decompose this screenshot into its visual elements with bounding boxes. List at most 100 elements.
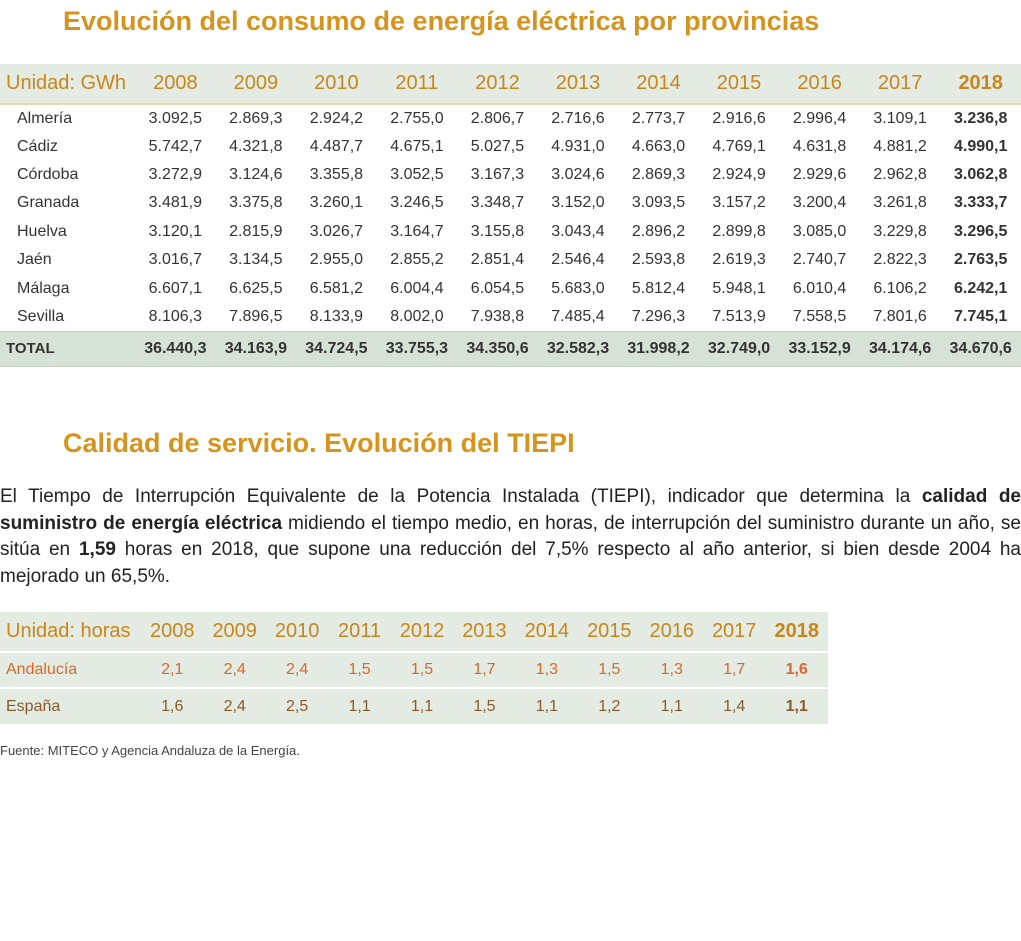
table-cell: 3.260,1 xyxy=(309,194,364,212)
table-row-almeria: Almería 3.092,5 2.869,3 2.924,2 2.755,0 2.806… xyxy=(0,104,1021,132)
table-cell: 6.242,1 xyxy=(953,279,1008,297)
tiepi-year-header: 2015 xyxy=(587,620,632,642)
table-cell: 36.440,3 xyxy=(144,339,207,357)
consumo-year-header: 2013 xyxy=(555,72,601,94)
table-cell: 2.593,8 xyxy=(631,251,686,269)
table-cell: 3.167,3 xyxy=(470,165,525,183)
consumo-year-header: 2008 xyxy=(153,72,198,94)
table-row-espana: España 1,6 2,4 2,5 1,1 1,1 1,5 1,1 1,2 1,1 1,4 1,1 xyxy=(0,688,828,724)
table-cell: 2.996,4 xyxy=(792,109,847,127)
consumo-table: Unidad: GWh 2008 2009 2010 2011 2012 201… xyxy=(0,64,1021,367)
table-cell: 3.481,9 xyxy=(148,194,203,212)
table-cell: 2.929,6 xyxy=(792,165,847,183)
table-cell: 7.896,5 xyxy=(229,307,283,325)
table-cell: 33.152,9 xyxy=(788,339,851,357)
consumo-year-header: 2017 xyxy=(877,72,923,94)
table-cell: 7.558,5 xyxy=(792,307,847,325)
table-cell: 7.296,3 xyxy=(631,307,686,325)
table-cell: 6.106,2 xyxy=(873,279,927,297)
table-cell: 7.745,1 xyxy=(953,307,1008,325)
consumo-title: Evolución del consumo de energía eléctri… xyxy=(63,6,820,36)
table-cell: 2.869,3 xyxy=(229,109,283,127)
table-cell: 5.027,5 xyxy=(470,137,525,155)
table-cell: 34.174,6 xyxy=(868,339,932,357)
table-cell: 1,1 xyxy=(410,697,434,715)
table-cell: 3.134,5 xyxy=(229,251,283,269)
table-cell: 3.155,8 xyxy=(470,222,525,240)
table-cell: 1,7 xyxy=(473,661,496,678)
consumo-year-header: 2016 xyxy=(797,72,842,94)
table-cell: 32.582,3 xyxy=(546,339,610,357)
consumo-year-header: 2011 xyxy=(395,72,439,94)
tiepi-year-header: 2014 xyxy=(524,620,570,642)
table-cell: 1,6 xyxy=(161,697,184,715)
consumo-year-header: 2009 xyxy=(233,72,279,94)
table-cell: 1,3 xyxy=(535,661,558,678)
table-cell: 2,1 xyxy=(161,661,184,678)
row-label: Jaén xyxy=(17,251,52,269)
table-cell: 3.043,4 xyxy=(551,222,605,240)
table-cell: 7.938,8 xyxy=(470,307,525,325)
consumo-body: Almería 3.092,5 2.869,3 2.924,2 2.755,0 2.806… xyxy=(0,104,1021,367)
row-label: España xyxy=(6,697,61,715)
consumo-unit-label: Unidad: GWh xyxy=(6,72,127,94)
table-cell: 5.742,7 xyxy=(148,137,203,155)
tiepi-unit-label: Unidad: horas xyxy=(6,620,131,642)
table-cell: 34.163,9 xyxy=(224,339,287,357)
tiepi-year-header: 2016 xyxy=(649,620,695,642)
table-cell: 3.024,6 xyxy=(551,165,605,183)
consumo-year-header: 2010 xyxy=(314,72,359,94)
table-cell: 2.916,6 xyxy=(712,109,766,127)
consumo-header-row: Unidad: GWh 2008 2009 2010 2011 2012 201… xyxy=(0,64,1021,104)
consumo-year-header: 2018 xyxy=(958,72,1003,94)
table-cell: 2.962,8 xyxy=(873,165,927,183)
table-row-sevilla: Sevilla 8.106,3 7.896,5 8.133,9 8.002,0 7.938… xyxy=(0,303,1021,331)
table-cell: 1,4 xyxy=(723,697,746,715)
row-label: Sevilla xyxy=(17,307,65,325)
table-cell: 3.062,8 xyxy=(953,165,1008,183)
tiepi-year-header: 2010 xyxy=(274,620,320,642)
table-cell: 4.990,1 xyxy=(953,137,1008,155)
table-cell: 2,4 xyxy=(286,661,309,678)
table-cell: 2.716,6 xyxy=(551,109,605,127)
table-cell: 6.054,5 xyxy=(470,279,525,297)
table-cell: 2.755,0 xyxy=(390,109,444,127)
table-cell: 4.663,0 xyxy=(631,137,686,155)
table-cell: 2.899,8 xyxy=(712,222,766,240)
table-cell: 6.004,4 xyxy=(390,279,444,297)
total-row: TOTAL 36.440,3 34.163,9 34.724,5 33.755,3 34.… xyxy=(0,331,1021,367)
table-cell: 3.200,4 xyxy=(792,194,847,212)
tiepi-year-header: 2011 xyxy=(338,620,382,642)
table-cell: 7.485,4 xyxy=(551,307,605,325)
paragraph-text: midiendo el tiempo medio, en horas, de i… xyxy=(0,512,1021,561)
table-cell: 3.109,1 xyxy=(873,109,927,127)
table-cell: 2.763,5 xyxy=(953,251,1008,269)
table-cell: 2.896,2 xyxy=(631,222,686,240)
table-row-huelva: Huelva 3.120,1 2.815,9 3.026,7 3.164,7 3.155,… xyxy=(0,218,1021,246)
table-cell: 6.607,1 xyxy=(148,279,203,297)
row-label: Córdoba xyxy=(17,165,79,183)
tiepi-table: Unidad: horas 2008 2009 2010 2011 2012 2… xyxy=(0,612,828,724)
table-cell: 4.769,1 xyxy=(712,137,766,155)
table-cell: 2.869,3 xyxy=(631,165,686,183)
table-row-andalucia: Andalucía 2,1 2,4 2,4 1,5 1,5 1,7 1,3 1,5 1,3 1,7 1… xyxy=(0,652,828,688)
table-cell: 8.002,0 xyxy=(390,307,444,325)
row-label: Almería xyxy=(17,109,73,127)
table-cell: 33.755,3 xyxy=(385,339,449,357)
table-cell: 5.812,4 xyxy=(631,279,686,297)
table-cell: 3.375,8 xyxy=(229,194,283,212)
consumo-year-header: 2014 xyxy=(636,72,681,94)
paragraph-bold-text: calidad de suministro de energía eléctri… xyxy=(0,486,1021,534)
table-cell: 6.010,4 xyxy=(792,279,847,297)
table-cell: 34.350,6 xyxy=(466,339,529,357)
table-cell: 3.246,5 xyxy=(390,194,444,212)
table-cell: 2.815,9 xyxy=(229,222,283,240)
table-cell: 1,1 xyxy=(535,697,558,715)
table-cell: 2.924,2 xyxy=(309,109,364,127)
table-cell: 1,1 xyxy=(785,697,808,715)
table-cell: 3.164,7 xyxy=(390,222,444,240)
tiepi-year-header: 2009 xyxy=(212,620,257,642)
row-label: Granada xyxy=(17,194,80,212)
table-row-granada: Granada 3.481,9 3.375,8 3.260,1 3.246,5 3.348… xyxy=(0,189,1021,217)
table-cell: 1,2 xyxy=(598,697,621,715)
